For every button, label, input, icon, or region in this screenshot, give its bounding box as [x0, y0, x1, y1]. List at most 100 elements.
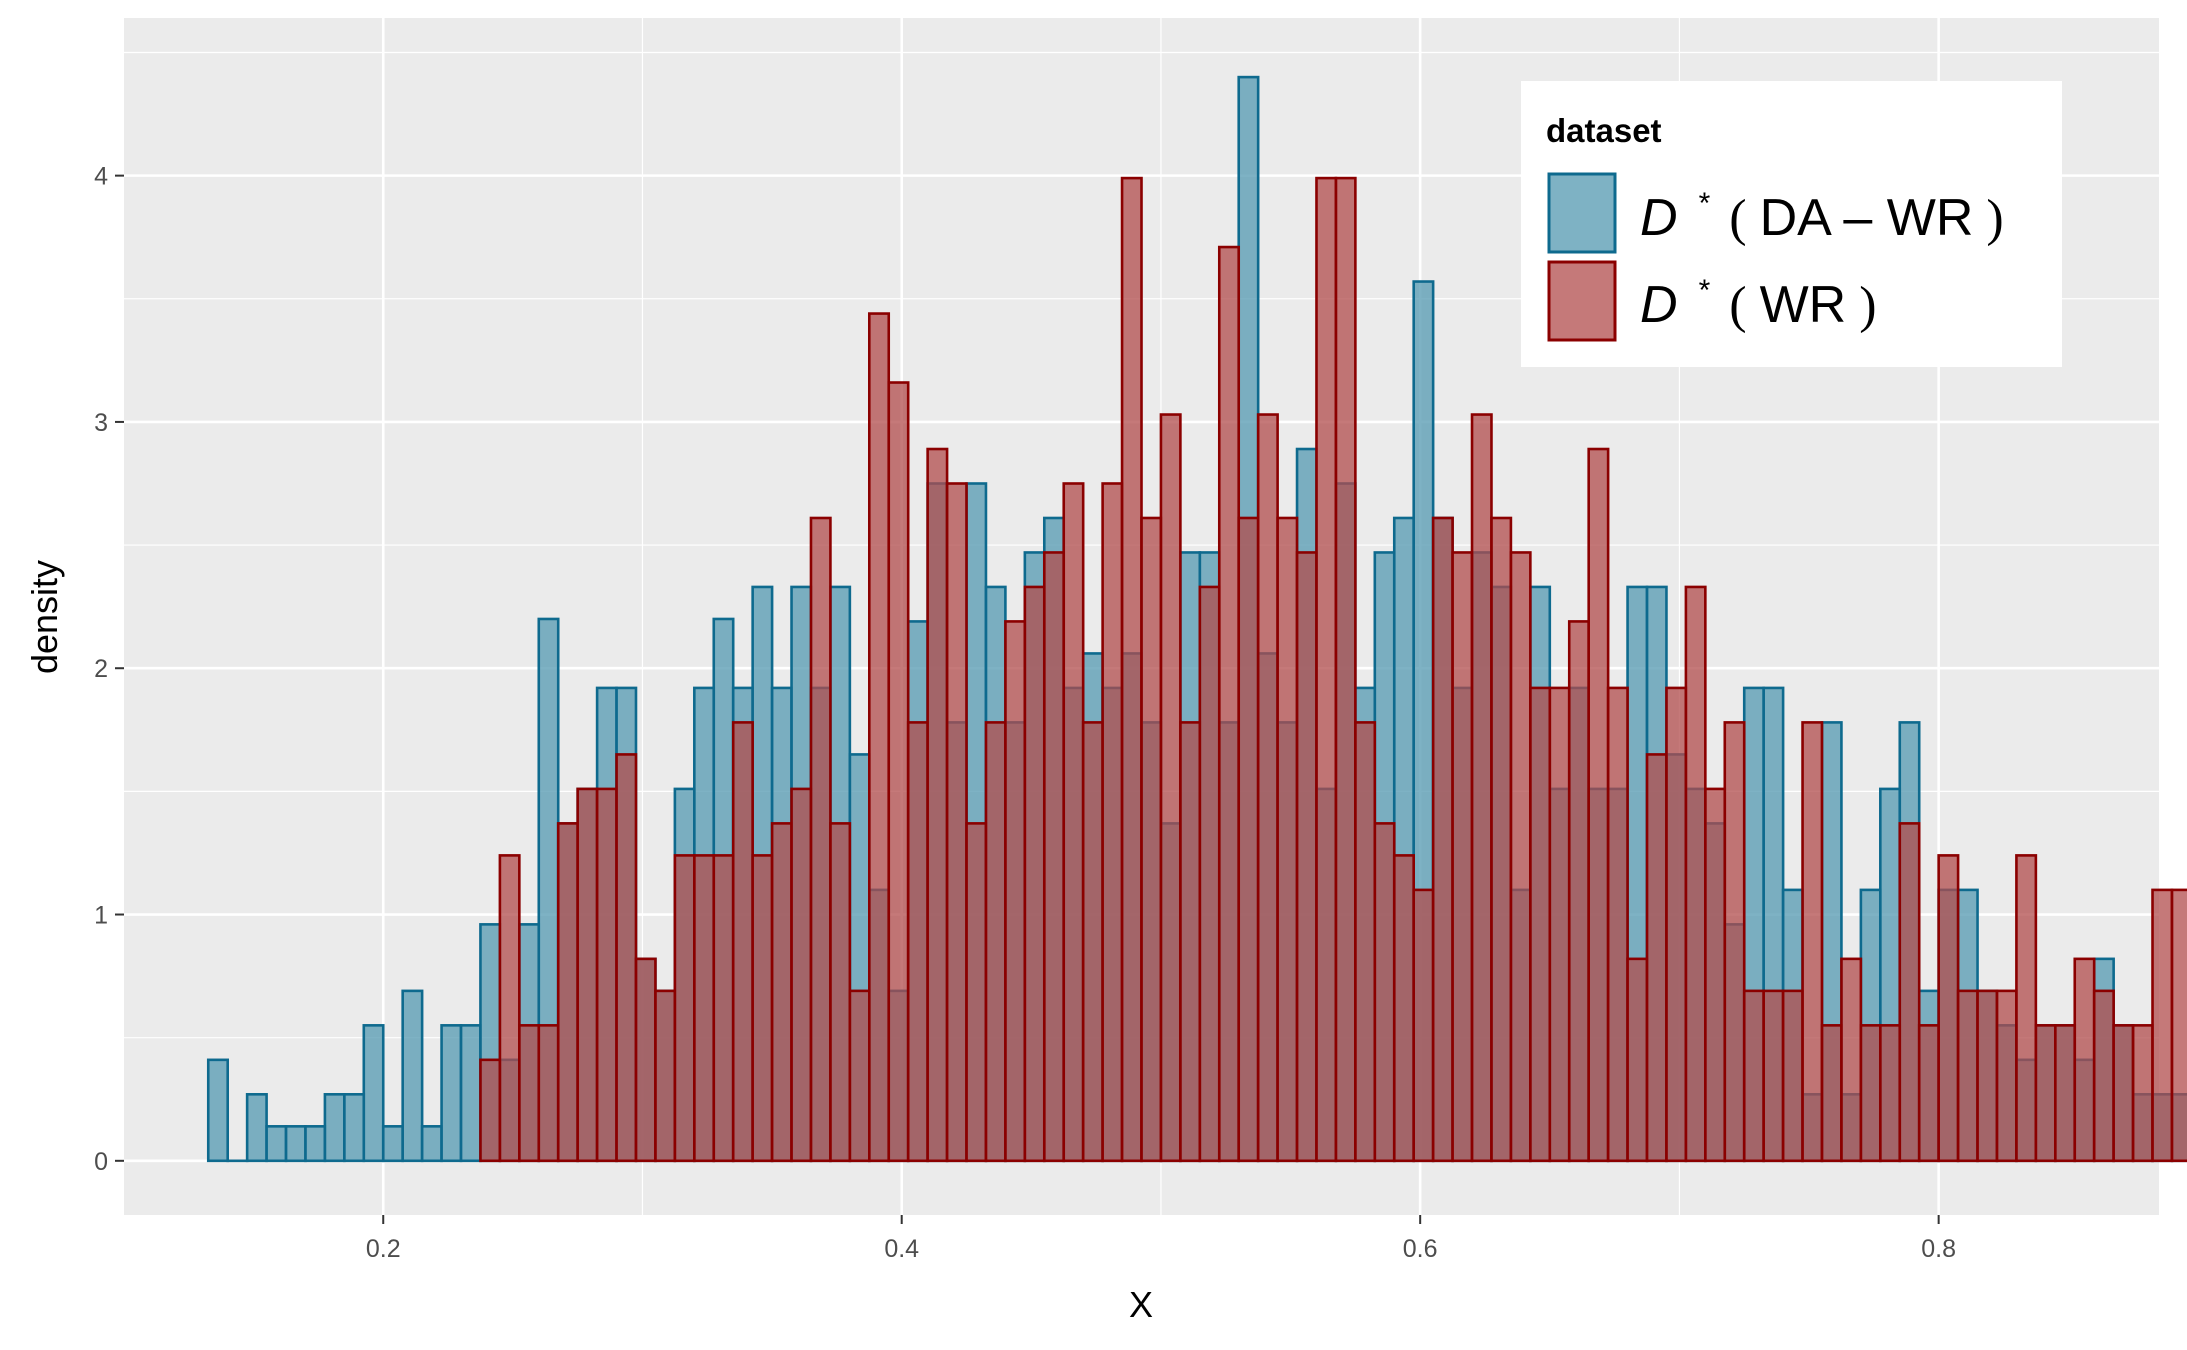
bar-wr [1120, 176, 1143, 1163]
bar-wr [1742, 989, 1765, 1163]
bar-da-wr [284, 1125, 307, 1163]
bar-wr [984, 721, 1007, 1163]
bar-wr [965, 822, 988, 1163]
bar-wr [673, 854, 696, 1163]
bar-wr [615, 753, 638, 1163]
bar-da-wr [323, 1093, 346, 1163]
bar-wr [848, 989, 871, 1163]
legend: dataset D * ( DA – WR ) D * ( WR ) [1521, 81, 2062, 367]
bar-wr [2015, 854, 2038, 1163]
bar-wr [537, 1024, 560, 1163]
bar-wr [498, 854, 521, 1163]
bar-wr [1354, 721, 1377, 1163]
bar-wr [1995, 989, 2018, 1163]
bar-wr [1723, 721, 1746, 1163]
x-tick-label: 0.6 [1403, 1235, 1438, 1263]
bar-wr [595, 787, 618, 1163]
bar-wr [1820, 1024, 1843, 1163]
bar-wr [1431, 516, 1454, 1163]
bar-wr [1004, 620, 1027, 1163]
bar-wr [809, 516, 832, 1163]
bar-wr [1179, 721, 1202, 1163]
bar-wr [1645, 753, 1668, 1163]
bar-da-wr [245, 1093, 268, 1163]
bar-wr [2112, 1024, 2135, 1163]
bar-da-wr [206, 1058, 229, 1163]
bar-da-wr [401, 989, 424, 1163]
y-tick-label: 3 [94, 409, 108, 437]
bar-wr [654, 989, 677, 1163]
bar-wr [1198, 585, 1221, 1163]
bar-wr [1956, 989, 1979, 1163]
bar-wr [2131, 1024, 2154, 1163]
bar-wr [2034, 1024, 2057, 1163]
bar-wr [1334, 176, 1357, 1163]
bar-wr [1256, 413, 1279, 1163]
bar-wr [1509, 551, 1532, 1163]
legend-label-da-wr: D * ( DA – WR ) [1640, 168, 2004, 247]
bars-wr [479, 176, 2187, 1163]
bar-wr [1042, 551, 1066, 1163]
bar-wr [1587, 447, 1610, 1163]
bar-wr [518, 1024, 541, 1163]
y-tick-label: 4 [94, 163, 108, 191]
bar-wr [1684, 585, 1707, 1163]
bar-wr [1548, 686, 1571, 1163]
bar-wr [731, 721, 754, 1163]
bar-wr [770, 822, 793, 1163]
bar-wr [2170, 888, 2187, 1163]
bar-wr [1879, 1024, 1902, 1163]
bar-wr [634, 957, 657, 1163]
bar-wr [1101, 482, 1124, 1163]
bar-wr [1217, 245, 1241, 1163]
bar-wr [1276, 516, 1299, 1163]
bar-wr [751, 854, 774, 1163]
bar-wr [1529, 686, 1552, 1163]
legend-key-wr [1547, 260, 1617, 342]
bar-wr [1315, 176, 1338, 1163]
bar-da-wr [381, 1125, 404, 1163]
legend-label-wr: D * ( WR ) [1640, 255, 1877, 334]
bar-wr [1976, 989, 1999, 1163]
x-tick-label: 0.4 [884, 1235, 919, 1263]
bar-wr [1237, 516, 1260, 1163]
bar-wr [1159, 413, 1182, 1163]
bar-wr [1062, 482, 1085, 1163]
bar-wr [693, 854, 716, 1163]
bar-wr [1704, 787, 1727, 1163]
bar-wr [887, 381, 910, 1163]
y-axis-title: density [24, 560, 65, 674]
bar-wr [790, 787, 813, 1163]
bar-wr [926, 447, 949, 1163]
bar-wr [556, 822, 579, 1163]
bar-wr [1451, 551, 1474, 1163]
legend-title: dataset [1546, 112, 1662, 149]
y-tick-label: 1 [94, 902, 108, 930]
bar-wr [1490, 516, 1513, 1163]
bar-wr [1606, 686, 1629, 1163]
bar-wr [1470, 413, 1493, 1163]
legend-key-da-wr [1547, 172, 1617, 254]
bar-wr [1840, 957, 1863, 1163]
bar-wr [1023, 585, 1046, 1163]
bar-wr [1140, 516, 1163, 1163]
bar-wr [1392, 854, 1415, 1163]
bar-wr [1373, 822, 1396, 1163]
bar-wr [1937, 854, 1960, 1163]
bar-wr [829, 822, 852, 1163]
bar-da-wr [362, 1024, 385, 1163]
bar-da-wr [343, 1093, 366, 1163]
bar-wr [2151, 888, 2174, 1163]
x-tick-label: 0.8 [1921, 1235, 1956, 1263]
bar-wr [906, 721, 929, 1163]
bar-wr [2073, 957, 2096, 1163]
bar-wr [1626, 957, 1649, 1163]
bar-wr [1781, 989, 1804, 1163]
bar-wr [1898, 822, 1921, 1163]
bar-wr [1295, 551, 1318, 1163]
bar-wr [479, 1058, 502, 1163]
y-tick-label: 2 [94, 655, 108, 683]
bar-da-wr [304, 1125, 327, 1163]
bar-wr [1665, 686, 1688, 1163]
